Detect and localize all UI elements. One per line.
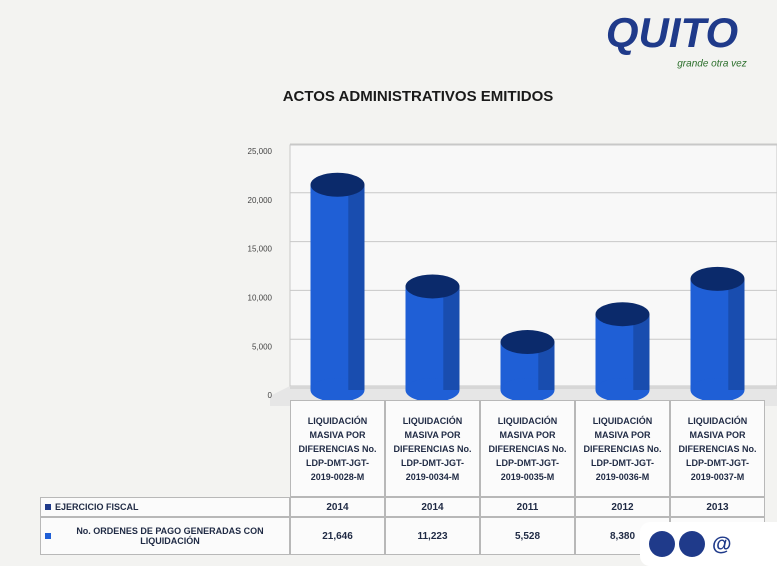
value-cell: 21,646 xyxy=(290,517,385,555)
legend-key xyxy=(45,504,51,510)
category-label: LIQUIDACIÓN MASIVA POR DIFERENCIAS No. L… xyxy=(290,400,385,497)
social-icons: @ xyxy=(649,531,732,557)
fiscal-year-cell: 2011 xyxy=(480,497,575,517)
cylinder-body xyxy=(690,278,745,390)
fiscal-year-cell: 2013 xyxy=(670,497,765,517)
cylinder-top xyxy=(500,330,555,355)
cylinder-shade xyxy=(633,314,650,390)
cylinder-base xyxy=(500,378,555,402)
category-label: LIQUIDACIÓN MASIVA POR DIFERENCIAS No. L… xyxy=(385,400,480,497)
category-label: LIQUIDACIÓN MASIVA POR DIFERENCIAS No. L… xyxy=(670,400,765,497)
twitter-icon[interactable] xyxy=(679,531,705,557)
y-tick-label: 25,000 xyxy=(248,147,273,156)
value-cell: 11,223 xyxy=(385,517,480,555)
cylinder xyxy=(500,330,555,402)
cylinder xyxy=(690,266,745,402)
category-label: LIQUIDACIÓN MASIVA POR DIFERENCIAS No. L… xyxy=(575,400,670,497)
fiscal-year-cell: 2014 xyxy=(385,497,480,517)
cylinder xyxy=(310,172,365,402)
cylinder-shade xyxy=(348,184,365,390)
social-bar: @ xyxy=(640,522,777,566)
category-label: LIQUIDACIÓN MASIVA POR DIFERENCIAS No. L… xyxy=(480,400,575,497)
y-tick-label: 10,000 xyxy=(248,294,273,303)
cylinder-top xyxy=(405,274,460,299)
cylinder-body xyxy=(595,314,650,390)
y-tick-label: 15,000 xyxy=(248,245,273,254)
cylinder-shade xyxy=(443,286,460,390)
legend-key xyxy=(45,533,51,539)
logo-text: QUITO xyxy=(606,9,738,57)
fiscal-year-cell: 2014 xyxy=(290,497,385,517)
fiscal-year-cell: 2012 xyxy=(575,497,670,517)
cylinder xyxy=(595,302,650,402)
y-tick-label: 5,000 xyxy=(252,342,273,351)
cylinder-top xyxy=(690,266,745,291)
cylinder-shade xyxy=(728,278,745,390)
cylinder-shade xyxy=(538,342,555,390)
cylinder-base xyxy=(690,378,745,402)
cylinder-body xyxy=(405,286,460,390)
legend-label: No. ORDENES DE PAGO GENERADAS CON LIQUID… xyxy=(76,526,264,546)
social-handle: @ xyxy=(712,533,732,555)
y-tick-label: 0 xyxy=(268,391,273,400)
logo: QUITO grande otra vez xyxy=(606,9,747,70)
value-cell: 5,528 xyxy=(480,517,575,555)
logo-tagline: grande otra vez xyxy=(677,59,747,70)
cylinder-base xyxy=(595,378,650,402)
y-tick-label: 20,000 xyxy=(248,196,273,205)
fiscal-year-header: EJERCICIO FISCAL xyxy=(40,497,290,517)
cylinder xyxy=(405,274,460,402)
cylinder-body xyxy=(310,184,365,390)
facebook-icon[interactable] xyxy=(649,531,675,557)
cylinder-top xyxy=(595,302,650,327)
cylinder-base xyxy=(310,378,365,402)
series-header: No. ORDENES DE PAGO GENERADAS CON LIQUID… xyxy=(40,517,290,555)
legend-label: EJERCICIO FISCAL xyxy=(55,502,139,512)
chart-title: ACTOS ADMINISTRATIVOS EMITIDOS xyxy=(283,88,554,105)
cylinder-base xyxy=(405,378,460,402)
cylinder-top xyxy=(310,172,365,197)
